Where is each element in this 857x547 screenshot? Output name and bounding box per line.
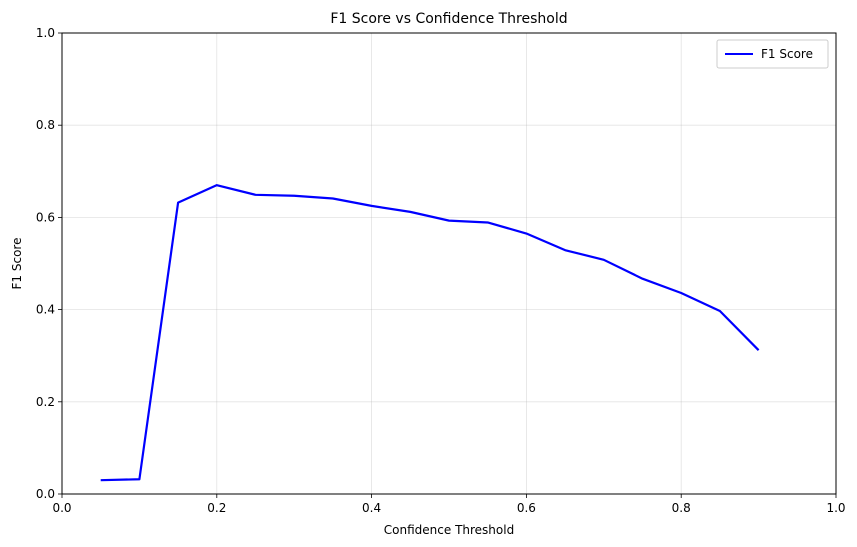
- x-tick-label: 0.2: [207, 501, 226, 515]
- y-axis-label: F1 Score: [10, 238, 24, 290]
- y-tick-label: 0.6: [36, 210, 55, 224]
- legend-box: [716, 39, 829, 69]
- y-tick-label: 0.8: [36, 118, 55, 132]
- legend-entry-f1-score: F1 Score: [761, 47, 813, 61]
- chart-title: F1 Score vs Confidence Threshold: [330, 11, 567, 27]
- x-tick-label: 0.6: [517, 501, 536, 515]
- x-tick-label: 0.0: [52, 501, 71, 515]
- x-tick-label: 0.4: [362, 501, 381, 515]
- y-tick-label: 0.2: [36, 395, 55, 409]
- plot-frame: [61, 32, 837, 495]
- x-axis-label: Confidence Threshold: [384, 523, 514, 537]
- axis-ticks: 0.0 0.2 0.4 0.6 0.8 1.0 0.0 0.2 0.4 0.6 0.8 1.0: [36, 26, 846, 515]
- y-tick-label: 0.4: [36, 303, 55, 317]
- x-tick-label: 0.8: [672, 501, 691, 515]
- series-layer: [100, 184, 760, 482]
- y-tick-label: 0.0: [36, 487, 55, 501]
- y-tick-label: 1.0: [36, 26, 55, 40]
- series-line-f1-score: [100, 184, 760, 482]
- x-tick-label: 1.0: [826, 501, 845, 515]
- grid: [61, 32, 837, 495]
- legend: F1 Score: [716, 39, 829, 69]
